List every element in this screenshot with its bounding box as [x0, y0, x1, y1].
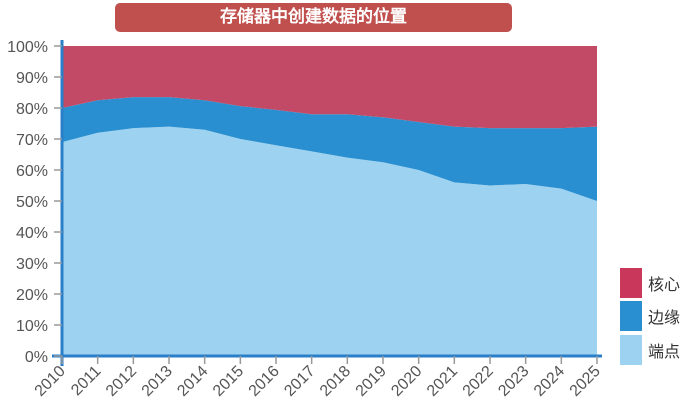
- y-tick-label: 70%: [16, 132, 48, 149]
- y-tick-label: 40%: [16, 225, 48, 242]
- x-tick-label: 2018: [317, 363, 354, 400]
- legend-swatch-core: [620, 268, 642, 298]
- x-tick-label: 2017: [281, 363, 318, 400]
- y-tick-label: 100%: [7, 39, 48, 56]
- y-tick-label: 50%: [16, 194, 48, 211]
- legend-swatch-edge: [620, 301, 642, 331]
- legend-label-edge: 边缘: [648, 308, 681, 327]
- chart-title: 存储器中创建数据的位置: [115, 3, 512, 32]
- legend-item-endpoint: 端点: [620, 335, 680, 365]
- x-tick-label: 2015: [210, 363, 247, 400]
- legend-label-endpoint: 端点: [648, 342, 681, 361]
- x-tick-label: 2011: [68, 363, 104, 399]
- clip-mask: [602, 370, 698, 412]
- x-tick-label: 2010: [32, 363, 69, 400]
- x-tick-label: 2014: [174, 363, 211, 400]
- y-tick-label: 30%: [16, 256, 48, 273]
- x-tick-label: 2024: [531, 363, 568, 400]
- x-tick-label: 2016: [246, 363, 283, 400]
- legend-label-core: 核心: [648, 275, 681, 294]
- y-tick-label: 60%: [16, 163, 48, 180]
- x-tick-label: 2020: [388, 363, 425, 400]
- x-tick-label: 2019: [353, 363, 390, 400]
- area-series-2: [62, 46, 597, 129]
- legend-item-core: 核心: [620, 268, 680, 298]
- legend-item-edge: 边缘: [620, 301, 680, 331]
- area-series-0: [62, 126, 597, 356]
- x-tick-label: 2023: [495, 363, 532, 400]
- x-tick-label: 2025: [567, 363, 604, 400]
- area-series-1: [62, 97, 597, 201]
- x-tick-label: 2012: [103, 363, 140, 400]
- y-tick-label: 10%: [16, 318, 48, 335]
- x-tick-label: 2013: [139, 363, 176, 400]
- legend-swatch-endpoint: [620, 335, 642, 365]
- y-tick-label: 80%: [16, 101, 48, 118]
- x-tick-label: 2021: [424, 363, 461, 400]
- x-tick-label: 2022: [460, 363, 497, 400]
- y-tick-label: 0%: [25, 349, 48, 366]
- y-tick-label: 20%: [16, 287, 48, 304]
- y-tick-label: 90%: [16, 70, 48, 87]
